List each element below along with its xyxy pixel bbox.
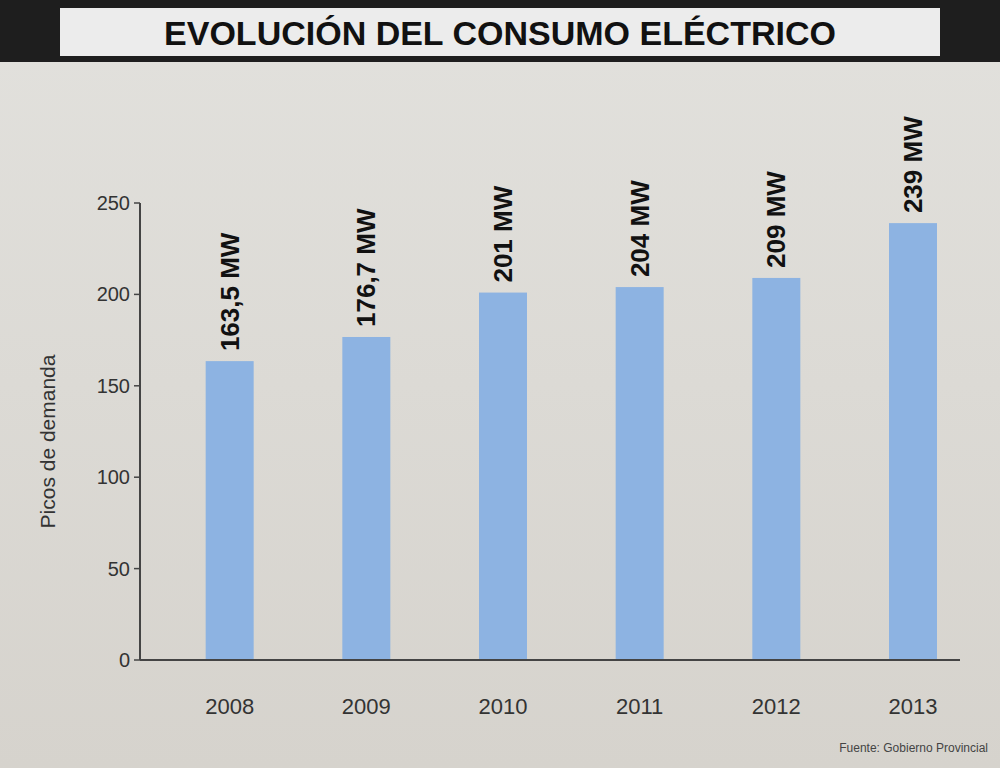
y-tick-label: 50 [108,558,130,580]
background [0,0,1000,768]
bar [206,361,254,660]
title: EVOLUCIÓN DEL CONSUMO ELÉCTRICO [164,14,836,52]
x-tick-label: 2012 [752,694,801,719]
y-axis [139,203,141,660]
bars [206,223,937,660]
y-tick-label: 100 [97,466,130,488]
x-tick-label: 2013 [889,694,938,719]
data-label: 163,5 MW [215,232,245,351]
bar [752,278,800,660]
y-tick-label: 200 [97,283,130,305]
y-tick-label: 0 [119,649,130,671]
chart: EVOLUCIÓN DEL CONSUMO ELÉCTRICO Picos de … [0,0,1000,768]
y-axis-title: Picos de demanda [36,354,59,528]
x-tick-label: 2010 [479,694,528,719]
x-axis [140,659,960,661]
title-band [60,8,940,56]
bar [616,287,664,660]
bar [889,223,937,660]
x-tick-label: 2009 [342,694,391,719]
y-tick-label: 150 [97,375,130,397]
data-label: 176,7 MW [351,208,381,327]
bar [479,293,527,660]
data-label: 239 MW [898,116,928,213]
data-label: 204 MW [625,180,655,277]
bar [342,337,390,660]
data-label: 201 MW [488,185,518,282]
x-tick-label: 2008 [205,694,254,719]
data-label: 209 MW [761,171,791,268]
y-tick-label: 250 [97,192,130,214]
x-tick-label: 2011 [616,694,663,719]
source: Fuente: Gobierno Provincial [839,741,988,755]
title-frame [0,0,1000,62]
